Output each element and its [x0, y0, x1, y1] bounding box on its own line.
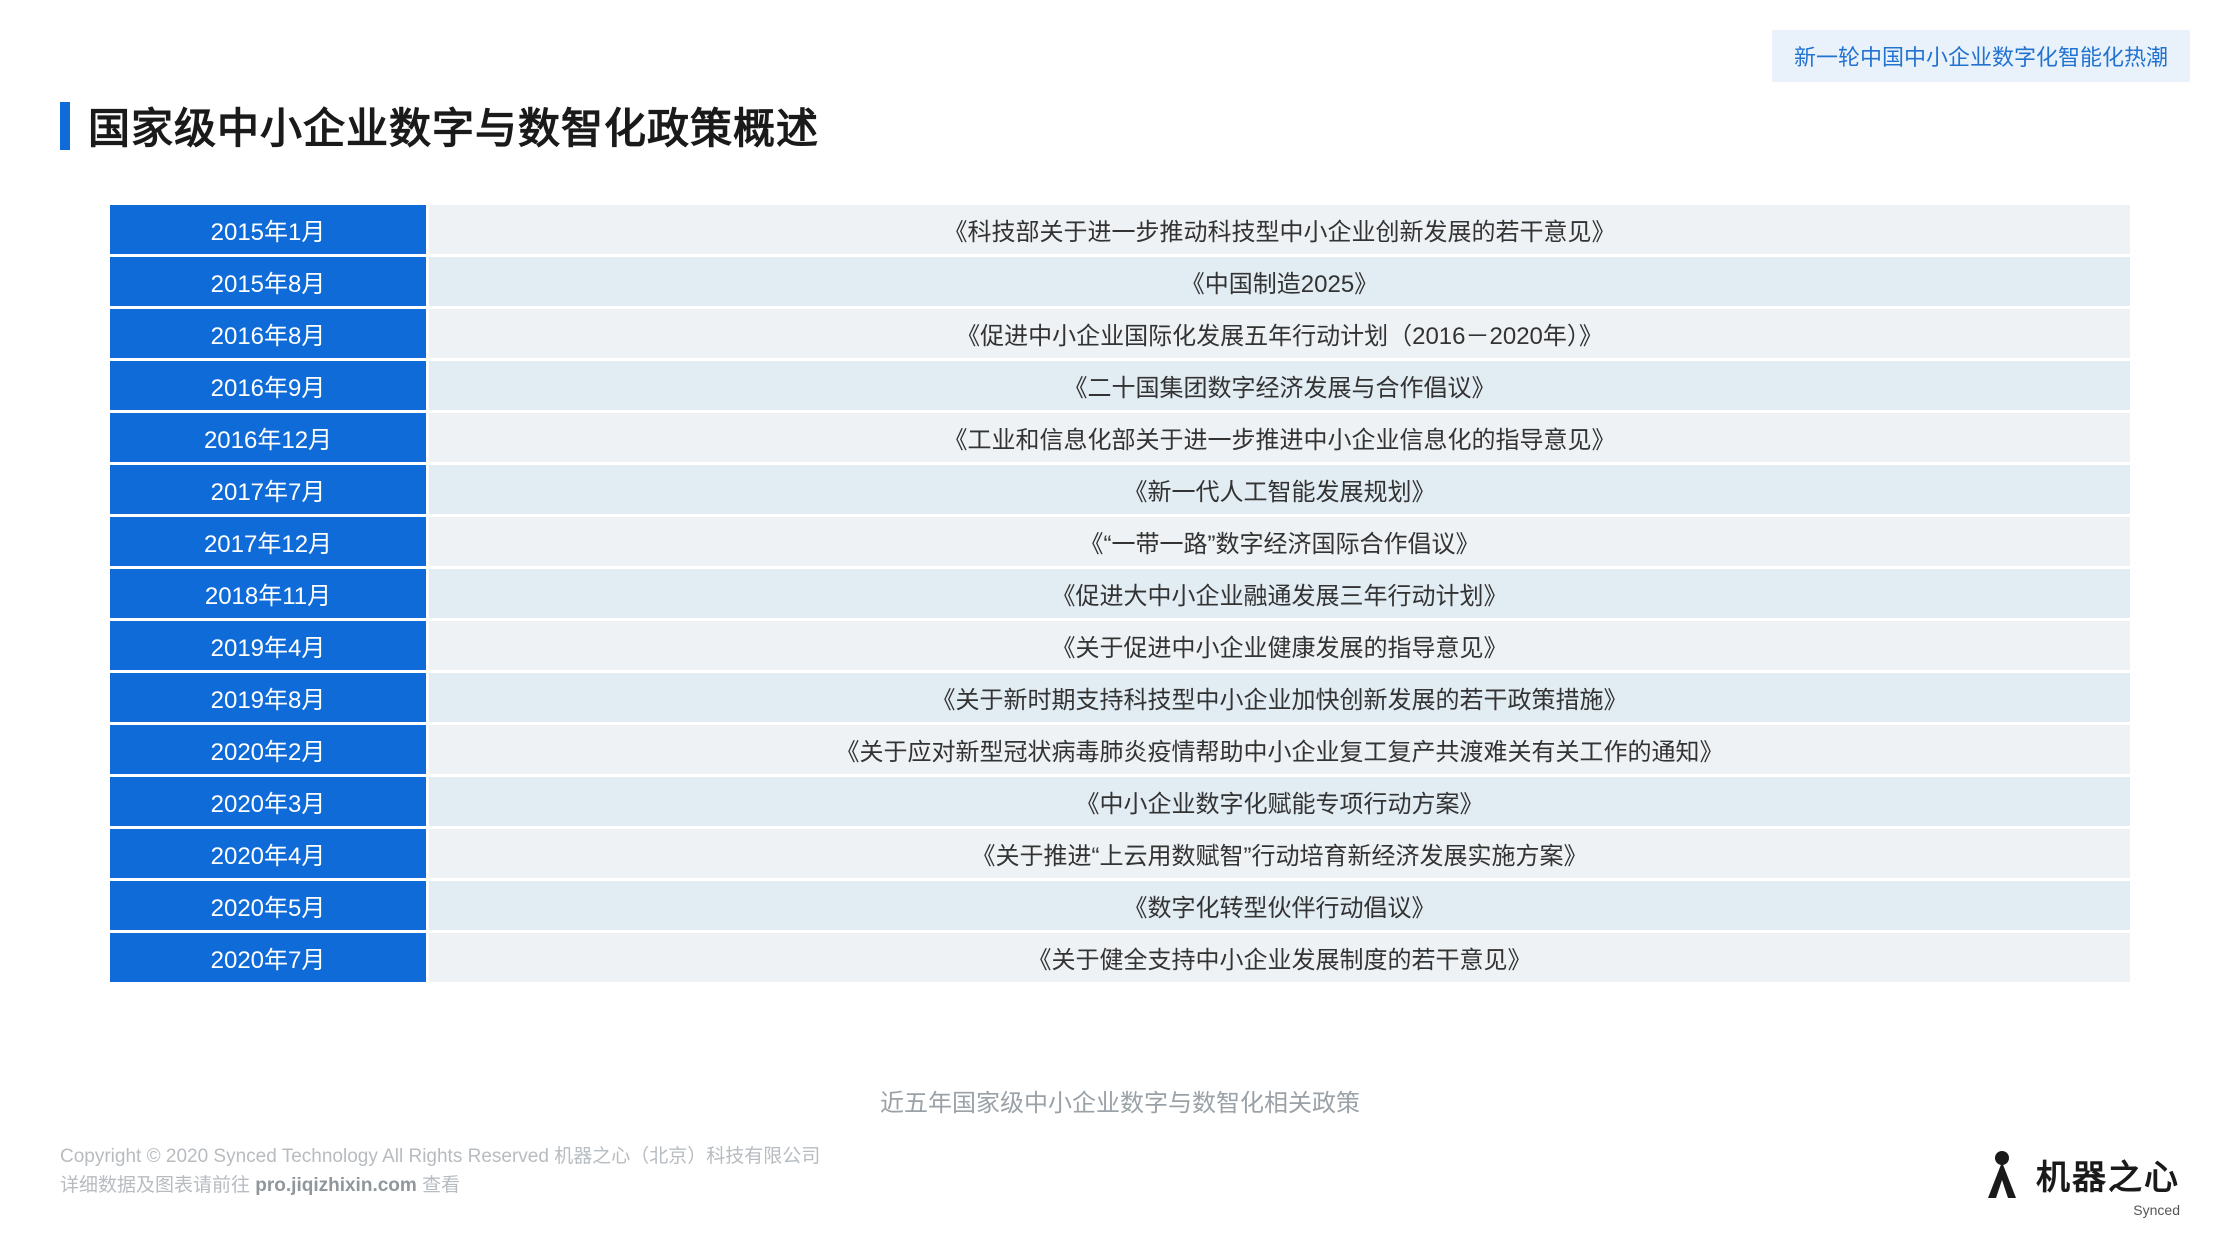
policy-cell: 《科技部关于进一步推动科技型中小企业创新发展的若干意见》 [429, 205, 2130, 254]
date-cell: 2019年4月 [110, 621, 426, 670]
date-cell: 2020年2月 [110, 725, 426, 774]
policy-cell: 《二十国集团数字经济发展与合作倡议》 [429, 361, 2130, 410]
table-row: 2020年4月《关于推进“上云用数赋智”行动培育新经济发展实施方案》 [110, 829, 2130, 878]
date-cell: 2016年8月 [110, 309, 426, 358]
table-row: 2020年2月《关于应对新型冠状病毒肺炎疫情帮助中小企业复工复产共渡难关有关工作… [110, 725, 2130, 774]
table-row: 2020年3月《中小企业数字化赋能专项行动方案》 [110, 777, 2130, 826]
date-cell: 2017年7月 [110, 465, 426, 514]
policy-cell: 《新一代人工智能发展规划》 [429, 465, 2130, 514]
policy-cell: 《关于新时期支持科技型中小企业加快创新发展的若干政策措施》 [429, 673, 2130, 722]
date-cell: 2020年5月 [110, 881, 426, 930]
date-cell: 2018年11月 [110, 569, 426, 618]
table-row: 2016年9月《二十国集团数字经济发展与合作倡议》 [110, 361, 2130, 410]
page-title: 国家级中小企业数字与数智化政策概述 [88, 95, 819, 156]
header-badge: 新一轮中国中小企业数字化智能化热潮 [1772, 30, 2190, 82]
table-row: 2020年5月《数字化转型伙伴行动倡议》 [110, 881, 2130, 930]
brand-name: 机器之心 [2036, 1150, 2180, 1199]
table-row: 2016年8月《促进中小企业国际化发展五年行动计划（2016－2020年）》 [110, 309, 2130, 358]
detail-link[interactable]: pro.jiqizhixin.com [255, 1175, 417, 1196]
date-cell: 2017年12月 [110, 517, 426, 566]
date-cell: 2020年4月 [110, 829, 426, 878]
date-cell: 2016年9月 [110, 361, 426, 410]
table-row: 2016年12月《工业和信息化部关于进一步推进中小企业信息化的指导意见》 [110, 413, 2130, 462]
date-cell: 2020年3月 [110, 777, 426, 826]
date-cell: 2020年7月 [110, 933, 426, 982]
policy-cell: 《关于促进中小企业健康发展的指导意见》 [429, 621, 2130, 670]
date-cell: 2015年1月 [110, 205, 426, 254]
policy-cell: 《关于健全支持中小企业发展制度的若干意见》 [429, 933, 2130, 982]
date-cell: 2015年8月 [110, 257, 426, 306]
policy-cell: 《数字化转型伙伴行动倡议》 [429, 881, 2130, 930]
table-caption: 近五年国家级中小企业数字与数智化相关政策 [0, 1083, 2240, 1118]
brand-subtext: Synced [2133, 1202, 2180, 1218]
title-accent-bar [60, 102, 70, 150]
policy-cell: 《中小企业数字化赋能专项行动方案》 [429, 777, 2130, 826]
policy-cell: 《促进大中小企业融通发展三年行动计划》 [429, 569, 2130, 618]
table-row: 2017年12月《“一带一路”数字经济国际合作倡议》 [110, 517, 2130, 566]
copyright-line: Copyright © 2020 Synced Technology All R… [60, 1143, 820, 1172]
policy-cell: 《中国制造2025》 [429, 257, 2130, 306]
detail-prefix: 详细数据及图表请前往 [60, 1175, 255, 1196]
policy-cell: 《“一带一路”数字经济国际合作倡议》 [429, 517, 2130, 566]
table-row: 2019年8月《关于新时期支持科技型中小企业加快创新发展的若干政策措施》 [110, 673, 2130, 722]
table-row: 2019年4月《关于促进中小企业健康发展的指导意见》 [110, 621, 2130, 670]
policy-table: 2015年1月《科技部关于进一步推动科技型中小企业创新发展的若干意见》2015年… [110, 205, 2130, 985]
page-title-block: 国家级中小企业数字与数智化政策概述 [60, 95, 819, 156]
table-row: 2015年1月《科技部关于进一步推动科技型中小企业创新发展的若干意见》 [110, 205, 2130, 254]
footer-copyright: Copyright © 2020 Synced Technology All R… [60, 1143, 820, 1200]
table-row: 2018年11月《促进大中小企业融通发展三年行动计划》 [110, 569, 2130, 618]
detail-suffix: 查看 [417, 1175, 460, 1196]
detail-line: 详细数据及图表请前往 pro.jiqizhixin.com 查看 [60, 1172, 820, 1201]
table-row: 2017年7月《新一代人工智能发展规划》 [110, 465, 2130, 514]
date-cell: 2019年8月 [110, 673, 426, 722]
policy-cell: 《关于推进“上云用数赋智”行动培育新经济发展实施方案》 [429, 829, 2130, 878]
table-row: 2020年7月《关于健全支持中小企业发展制度的若干意见》 [110, 933, 2130, 982]
policy-cell: 《关于应对新型冠状病毒肺炎疫情帮助中小企业复工复产共渡难关有关工作的通知》 [429, 725, 2130, 774]
policy-cell: 《工业和信息化部关于进一步推进中小企业信息化的指导意见》 [429, 413, 2130, 462]
policy-cell: 《促进中小企业国际化发展五年行动计划（2016－2020年）》 [429, 309, 2130, 358]
table-row: 2015年8月《中国制造2025》 [110, 257, 2130, 306]
date-cell: 2016年12月 [110, 413, 426, 462]
brand-logo: 机器之心 [1980, 1148, 2180, 1200]
brand-icon [1980, 1148, 2024, 1200]
